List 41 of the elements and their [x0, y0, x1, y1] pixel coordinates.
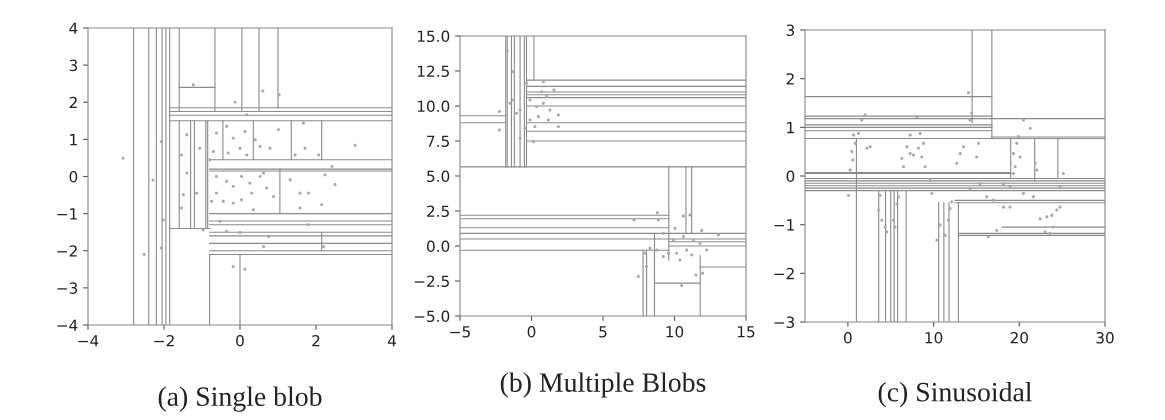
y-tick-label: 1: [70, 134, 77, 146]
y-tick-label: 3: [786, 24, 795, 37]
y-tick-label: 3: [69, 59, 78, 72]
y-tick-label: 2: [69, 96, 77, 109]
y-tick-label: −2: [57, 245, 77, 257]
x-tick-label: 0: [527, 325, 536, 338]
y-tick-label: −1: [57, 208, 77, 220]
x-tick-label: 2: [312, 334, 320, 347]
x-tick-label: 0: [236, 334, 244, 347]
y-tick-label: −3: [57, 282, 78, 294]
y-tick-label: −1: [774, 219, 794, 231]
y-tick-label: 15.0: [417, 30, 450, 43]
x-tick-label: −5: [450, 326, 470, 338]
x-tick-label: 4: [387, 335, 396, 347]
x-tick-label: 0: [844, 331, 852, 344]
y-tick-label: −5.0: [414, 310, 450, 323]
y-tick-label: 12.5: [417, 65, 449, 78]
x-tick-label: −2: [154, 334, 174, 347]
text: (b) Multiple Blobs: [500, 372, 706, 398]
y-tick-label: 0: [786, 170, 795, 183]
text: (a) Single blob: [158, 386, 322, 412]
y-tick-label: 2: [786, 73, 794, 85]
text: (c) Sinusoidal: [878, 381, 1032, 408]
x-tick-label: 30: [1096, 331, 1114, 344]
x-tick-label: 20: [1010, 331, 1028, 344]
y-tick-label: −2.5: [414, 275, 449, 288]
x-tick-label: 10: [925, 331, 943, 344]
y-tick-label: 0: [69, 170, 78, 183]
y-tick-label: 2.5: [427, 205, 449, 218]
y-tick-label: −2: [774, 267, 794, 280]
x-tick-label: 10: [666, 325, 684, 338]
y-tick-label: 5.0: [427, 170, 450, 183]
y-tick-label: 0.0: [426, 240, 450, 253]
y-tick-label: 4: [69, 22, 78, 34]
x-tick-label: −4: [78, 335, 99, 347]
y-tick-label: −3: [774, 316, 795, 329]
y-tick-label: 10.0: [417, 100, 450, 113]
y-tick-label: 1: [787, 122, 794, 134]
y-tick-label: 7.5: [427, 135, 449, 148]
x-tick-label: 15: [737, 326, 755, 338]
x-tick-label: 5: [599, 326, 607, 338]
